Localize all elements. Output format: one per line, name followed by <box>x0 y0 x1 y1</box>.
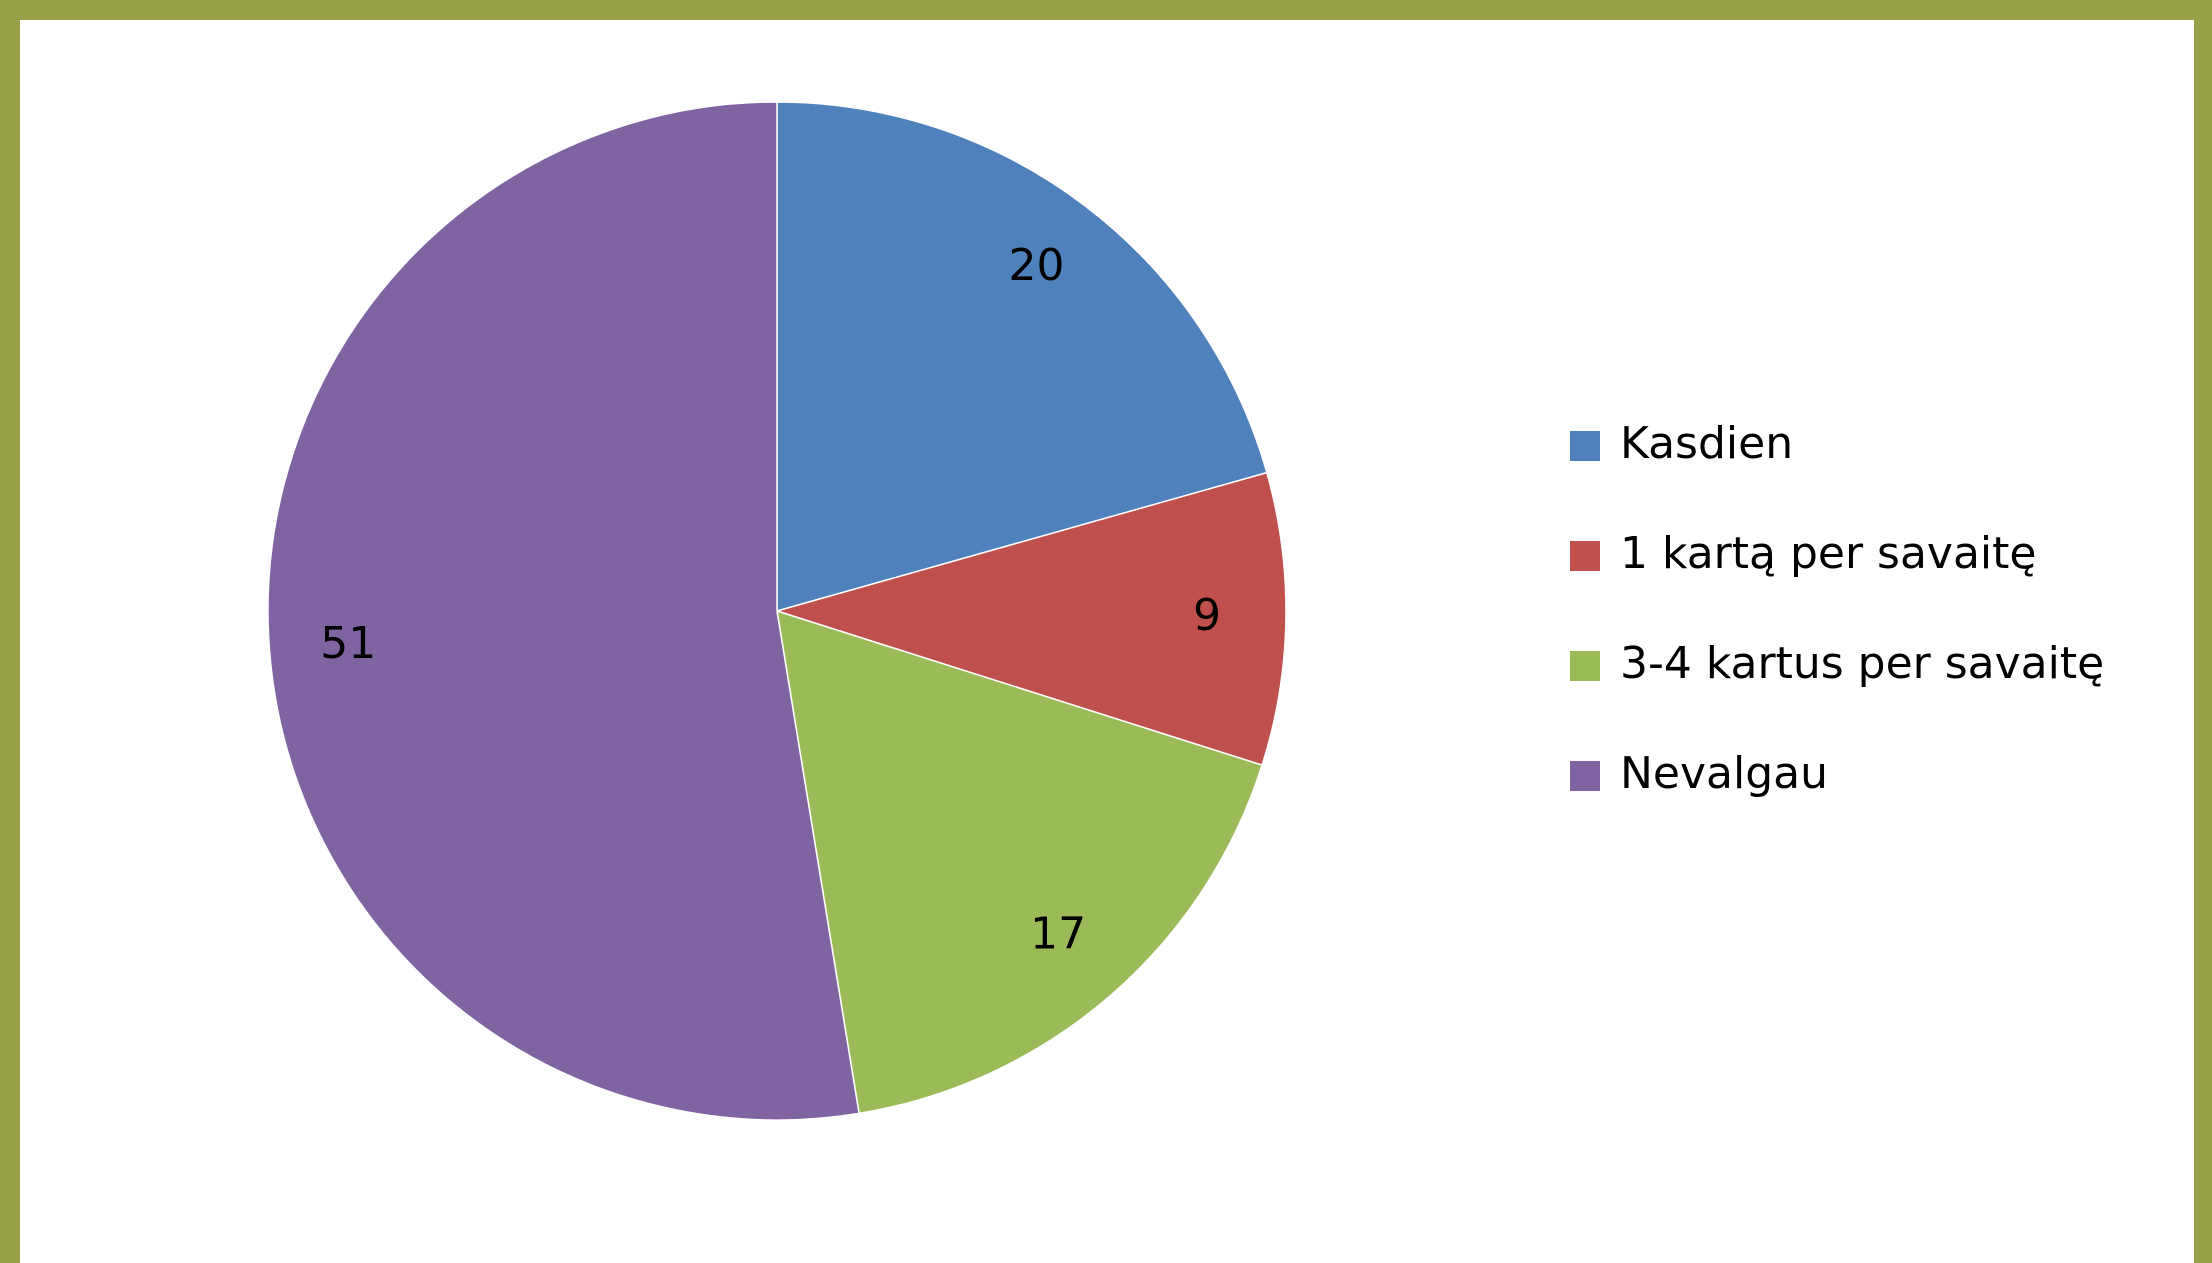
pie-slice <box>774 471 1287 767</box>
legend-swatch <box>1570 431 1600 461</box>
data-label: 51 <box>320 618 376 669</box>
pie-slice <box>776 609 1264 1115</box>
data-label: 9 <box>1193 590 1221 641</box>
legend-label: 3-4 kartus per savaitę <box>1620 638 2104 689</box>
data-label: 17 <box>1030 908 1086 959</box>
legend-label: Nevalgau <box>1620 748 1828 799</box>
legend-label: Kasdien <box>1620 418 1793 469</box>
pie-slice <box>776 101 1268 612</box>
data-label: 20 <box>1009 240 1065 291</box>
legend-swatch <box>1570 761 1600 791</box>
legend-label: 1 kartą per savaitę <box>1620 528 2036 579</box>
legend-swatch <box>1570 541 1600 571</box>
legend-swatch <box>1570 651 1600 681</box>
pie-slice <box>267 101 860 1121</box>
